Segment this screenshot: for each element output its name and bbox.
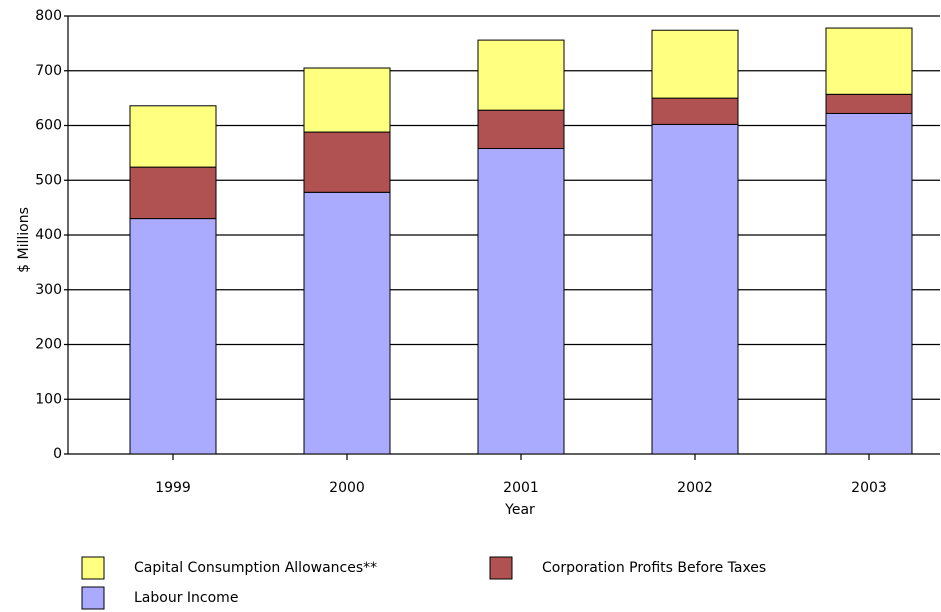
bar-segment xyxy=(129,105,217,168)
x-tick-label: 2003 xyxy=(851,480,887,496)
bar-segment xyxy=(303,131,391,193)
legend-label: Capital Consumption Allowances** xyxy=(134,560,377,576)
bar-segment xyxy=(129,218,217,455)
legend-label: Labour Income xyxy=(134,590,238,606)
x-tick-label: 1999 xyxy=(155,480,191,496)
x-axis-label: Year xyxy=(504,502,535,518)
bar-segment xyxy=(651,97,739,125)
bar-segment xyxy=(825,112,913,455)
bar-segment xyxy=(825,93,913,114)
y-tick-label: 600 xyxy=(35,118,62,134)
x-tick-label: 2001 xyxy=(503,480,539,496)
x-tick-label: 2000 xyxy=(329,480,365,496)
x-tick-label: 2002 xyxy=(677,480,713,496)
legend-swatch xyxy=(81,556,105,580)
legend-swatch xyxy=(81,586,105,610)
legend-label: Corporation Profits Before Taxes xyxy=(542,560,766,576)
y-tick-label: 200 xyxy=(35,337,62,353)
y-tick-label: 300 xyxy=(35,282,62,298)
y-tick-label: 800 xyxy=(35,8,62,24)
bar-segment xyxy=(651,29,739,99)
y-tick-label: 100 xyxy=(35,391,62,407)
bar-segment xyxy=(477,147,565,455)
y-axis-label: $ Millions xyxy=(16,207,32,273)
legend-swatch xyxy=(489,556,513,580)
y-tick-label: 400 xyxy=(35,227,62,243)
bar-segment xyxy=(477,109,565,149)
y-tick-label: 700 xyxy=(35,63,62,79)
bar-segment xyxy=(477,39,565,111)
bar-segment xyxy=(825,27,913,95)
y-tick-label: 500 xyxy=(35,172,62,188)
bar-segment xyxy=(303,67,391,133)
y-tick-label: 0 xyxy=(53,446,62,462)
bar-segment xyxy=(303,191,391,455)
bar-segment xyxy=(651,123,739,455)
bar-segment xyxy=(129,166,217,220)
